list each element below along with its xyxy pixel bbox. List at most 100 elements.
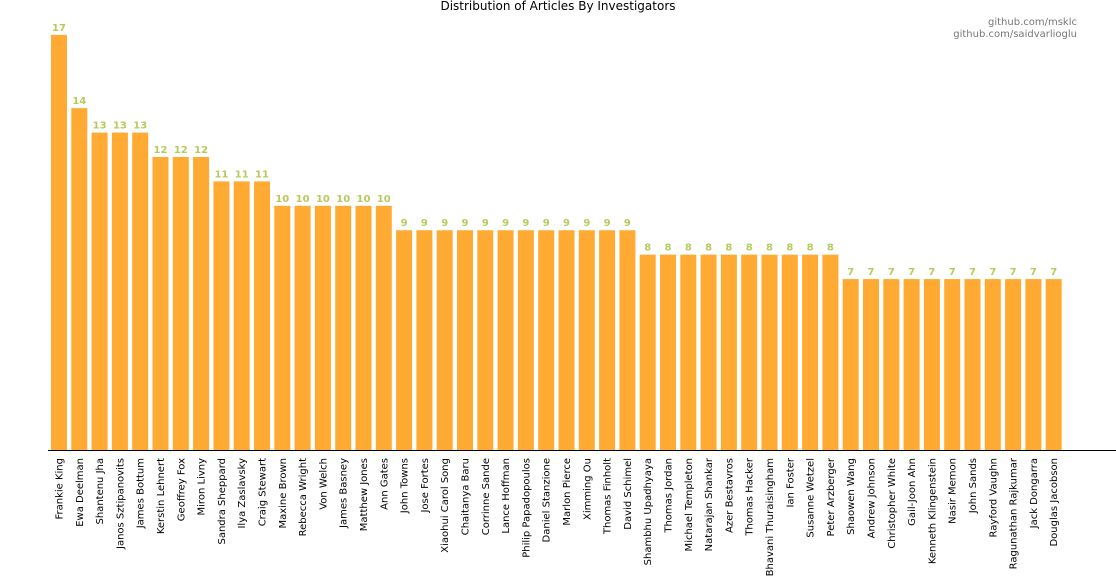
data-label: 7 xyxy=(969,267,976,278)
bar xyxy=(152,156,169,451)
bar xyxy=(720,254,737,450)
bar xyxy=(660,254,676,450)
x-tick-label: Geoffrey Fox xyxy=(176,458,187,521)
x-tick-label: Thomas Jordan xyxy=(664,458,675,534)
bar xyxy=(903,279,920,450)
data-label: 12 xyxy=(194,145,208,156)
x-tick-label: Peter Arzberger xyxy=(826,457,837,536)
x-tick-label: Thomas Finholt xyxy=(603,458,614,535)
data-label: 11 xyxy=(235,169,249,180)
data-label: 9 xyxy=(462,218,469,229)
x-tick-label: Shantenu Jha xyxy=(95,458,106,525)
x-tick-label: Corrinne Sande xyxy=(481,458,492,535)
data-label: 12 xyxy=(174,145,188,156)
bar xyxy=(254,181,270,450)
x-tick-label: Rebecca Wright xyxy=(298,458,309,536)
x-tick-label: Michael Templeton xyxy=(684,458,695,551)
x-tick-label: Ximming Ou xyxy=(582,458,593,520)
bar xyxy=(375,205,392,450)
data-label: 7 xyxy=(1030,267,1037,278)
x-tick-label: Jack Dongarra xyxy=(1029,458,1040,529)
data-label: 7 xyxy=(847,267,854,278)
data-label: 8 xyxy=(807,243,814,254)
x-tick-label: Nasir Memon xyxy=(948,458,959,524)
credit-line-1: github.com/msklc xyxy=(988,17,1077,28)
data-label: 9 xyxy=(543,218,550,229)
bar xyxy=(355,205,372,450)
data-label: 17 xyxy=(52,23,66,34)
bar xyxy=(761,254,778,450)
data-label: 13 xyxy=(133,121,147,132)
bar xyxy=(91,132,108,450)
bar xyxy=(1005,279,1022,450)
x-tick-label: Philip Papadopoulos xyxy=(521,458,532,558)
data-label: 7 xyxy=(888,267,895,278)
data-label: 8 xyxy=(665,243,672,254)
x-tick-label: Gail-Joon Ahn xyxy=(907,458,918,526)
bar xyxy=(538,230,555,450)
x-tick-label: Susanne Wetzel xyxy=(806,458,817,538)
x-tick-label: Lance Hoffman xyxy=(501,458,512,534)
data-label: 7 xyxy=(949,267,956,278)
bar xyxy=(477,230,494,450)
x-tick-label: David Schimel xyxy=(623,458,634,530)
bar xyxy=(863,279,879,450)
data-label: 9 xyxy=(624,218,631,229)
data-label: 9 xyxy=(441,218,448,229)
bar xyxy=(132,132,149,450)
data-label: 10 xyxy=(296,194,310,205)
bar xyxy=(233,181,250,450)
x-tick-label: Craig Stewart xyxy=(258,458,269,526)
x-tick-label: Ilya Zaslavsky xyxy=(237,458,248,529)
x-tick-label: Von Welch xyxy=(318,458,329,510)
data-labels-group: 17 14 13 13 13 12 12 12 11 11 11 10 10 10 10 10 10 9 9 9 9 9 9… xyxy=(52,23,1057,278)
x-tick-label: Thomas Hacker xyxy=(745,457,756,537)
bar xyxy=(802,254,819,450)
x-tick-label: Kerstin Lehnert xyxy=(156,458,167,534)
x-tick-label: James Bottum xyxy=(136,458,147,529)
data-label: 9 xyxy=(482,218,489,229)
bar xyxy=(193,156,210,451)
bar xyxy=(578,230,595,450)
data-label: 9 xyxy=(401,218,408,229)
x-tick-label: Kenneth Klingenstein xyxy=(927,458,938,564)
bar xyxy=(436,230,453,450)
data-label: 7 xyxy=(868,267,875,278)
bar xyxy=(497,230,514,450)
data-label: 7 xyxy=(989,267,996,278)
bar xyxy=(599,230,616,450)
x-tick-label: Daniel Stanzione xyxy=(542,458,553,542)
bar xyxy=(457,230,473,450)
x-tick-label: Rayford Vaughn xyxy=(988,458,999,537)
data-label: 12 xyxy=(154,145,168,156)
data-label: 8 xyxy=(827,243,834,254)
bar xyxy=(984,279,1001,450)
bar xyxy=(558,230,575,450)
x-tick-label: Shambhu Upadhyaya xyxy=(643,458,654,565)
bar xyxy=(396,230,413,450)
bar xyxy=(944,279,961,450)
x-tick-label: Shaowen Wang xyxy=(846,458,857,535)
chart-title: Distribution of Articles By Investigator… xyxy=(440,0,675,13)
bar xyxy=(274,205,291,450)
data-label: 8 xyxy=(766,243,773,254)
data-label: 8 xyxy=(725,243,732,254)
x-tick-label: Maxine Brown xyxy=(278,458,289,529)
x-tick-label: Bhavani Thuraisingham xyxy=(765,458,776,576)
bar xyxy=(111,132,128,450)
x-tick-label: Andrew Johnson xyxy=(867,458,878,538)
x-tick-label: Ewa Deelman xyxy=(75,458,86,527)
data-label: 7 xyxy=(1050,267,1057,278)
x-tick-label: Janos Sztipanovits xyxy=(115,458,126,550)
bars-group xyxy=(51,34,1062,451)
data-label: 13 xyxy=(113,121,127,132)
data-label: 9 xyxy=(502,218,509,229)
x-tick-label: Miron Livny xyxy=(197,458,208,516)
bar xyxy=(883,279,900,450)
bar xyxy=(517,230,534,450)
data-label: 10 xyxy=(316,194,330,205)
data-label: 11 xyxy=(255,169,269,180)
bar xyxy=(822,254,839,450)
data-label: 10 xyxy=(275,194,289,205)
